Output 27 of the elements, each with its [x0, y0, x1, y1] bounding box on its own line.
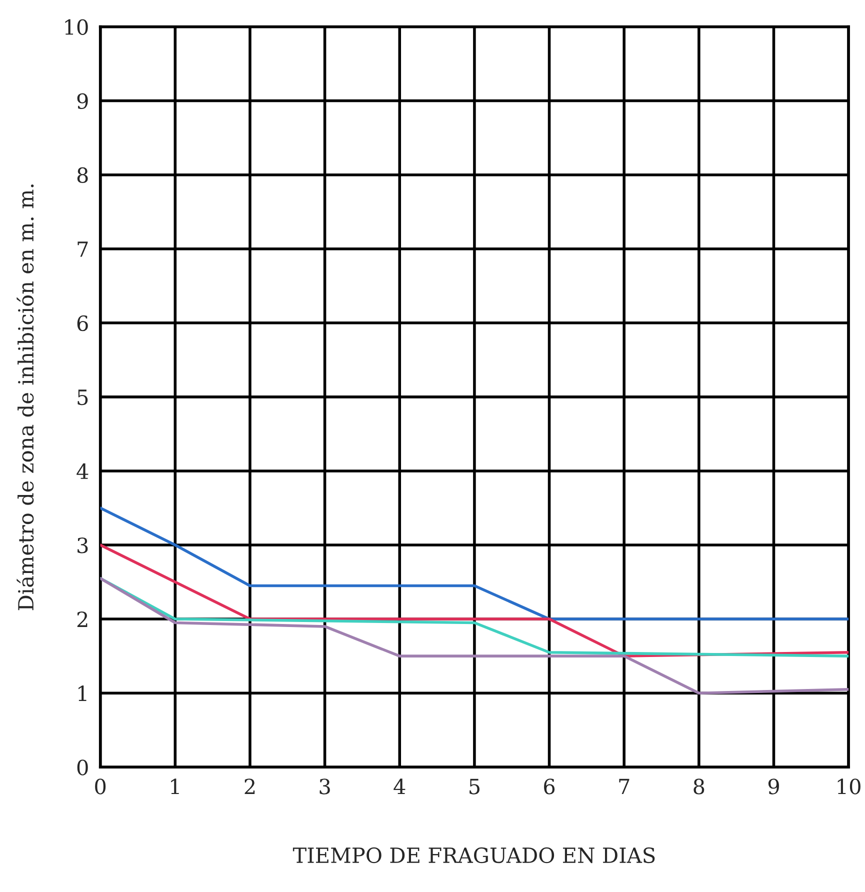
y-tick-label: 4: [76, 463, 88, 479]
line-series: [100, 576, 849, 694]
y-tick-label: 9: [77, 93, 88, 110]
line-series: [100, 506, 849, 620]
x-tick-label: 6: [544, 778, 555, 794]
y-tick-label: 5: [78, 390, 88, 406]
x-tick-label: 5: [470, 778, 480, 794]
x-tick-label: 4: [394, 778, 406, 794]
x-tick-label: 7: [619, 778, 630, 794]
y-tick-label: 10: [65, 19, 88, 35]
y-tick-label: 7: [78, 242, 88, 257]
x-tick-label: 9: [768, 778, 779, 794]
x-tick-label: 1: [171, 778, 179, 794]
line-series: [100, 576, 849, 658]
y-tick-label: 6: [77, 315, 88, 332]
x-tick-label: 3: [320, 778, 330, 794]
x-tick-label: 0: [95, 778, 106, 794]
y-tick-label: 1: [78, 686, 86, 701]
y-tick-label: 8: [77, 167, 88, 184]
y-tick-label: 0: [77, 760, 88, 776]
x-tick-label: 8: [694, 778, 704, 794]
x-tick-label: 2: [244, 778, 255, 794]
y-tick-label: 2: [77, 612, 88, 627]
x-tick-label: 10: [838, 778, 860, 794]
y-axis-title: Diámetro de zona de inhibición en m. m.: [16, 184, 34, 610]
y-tick-label: 3: [78, 537, 88, 554]
x-axis-title: TIEMPO DE FRAGUADO EN DIAS: [292, 847, 655, 864]
